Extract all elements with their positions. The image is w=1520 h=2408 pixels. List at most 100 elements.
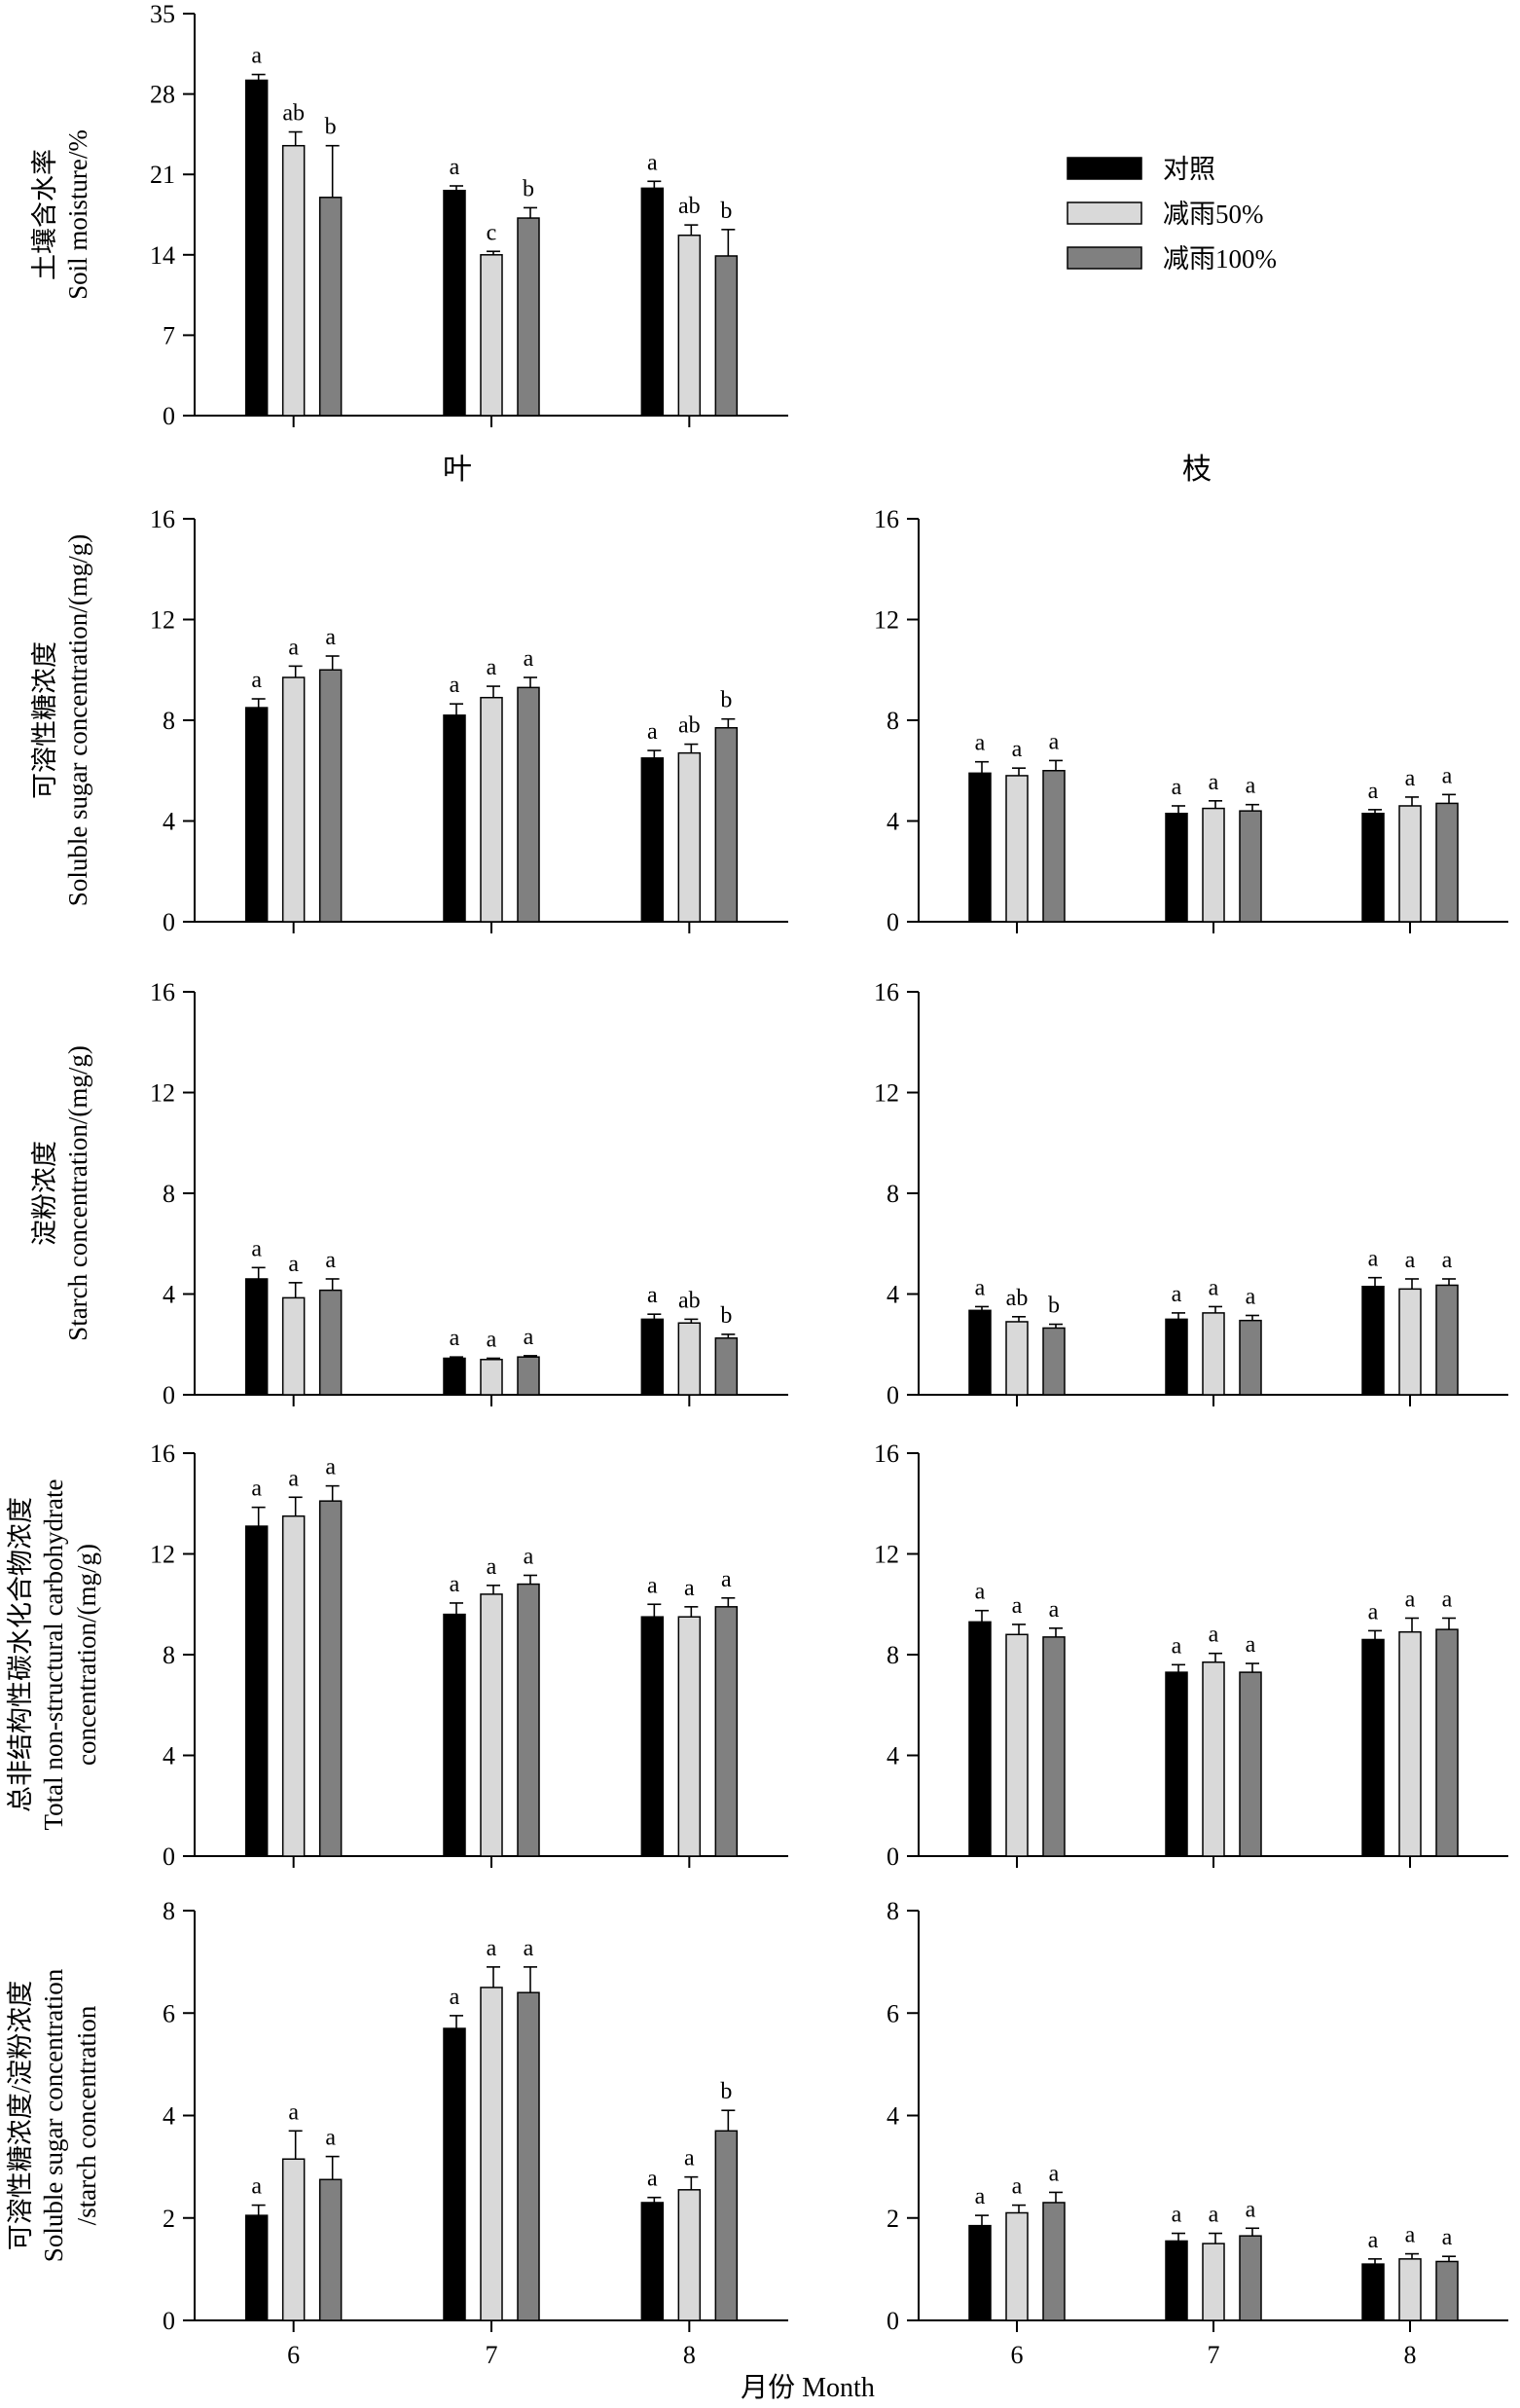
- y-tick-label: 4: [887, 808, 899, 836]
- significance-label: a: [450, 1326, 460, 1351]
- bar: [244, 1278, 269, 1396]
- x-tick-label: 8: [683, 2341, 696, 2369]
- y-tick-label: 4: [163, 1281, 175, 1309]
- bar: [640, 2202, 665, 2321]
- significance-label: a: [647, 1573, 658, 1598]
- bar: [1005, 1321, 1029, 1396]
- bar: [677, 234, 702, 417]
- significance-label: a: [1246, 774, 1256, 799]
- significance-label: a: [487, 1327, 497, 1352]
- bar: [1202, 1312, 1225, 1396]
- chart-panel-branch-ratio: 0 2 4 6 8 6 a a a 7 a a a 8 a a a: [887, 1897, 1508, 2369]
- significance-label: a: [524, 1544, 534, 1569]
- significance-label: a: [288, 1466, 299, 1491]
- y-tick-label: 0: [887, 2307, 899, 2335]
- bar: [1005, 1633, 1029, 1857]
- y-tick-label: 12: [874, 1079, 899, 1108]
- y-tick-label: 2: [887, 2205, 899, 2233]
- leaf-column-header: 叶: [443, 454, 472, 486]
- y-axis-label: 土壤含水率: [30, 149, 59, 280]
- significance-label: a: [1012, 1593, 1023, 1619]
- bar: [443, 1357, 466, 1396]
- bar: [480, 1987, 503, 2321]
- y-tick-label: 8: [887, 1641, 899, 1669]
- legend-label-rain-reduction-100: 减雨100%: [1163, 244, 1277, 274]
- significance-label: a: [450, 155, 460, 180]
- significance-label: a: [1405, 2223, 1416, 2248]
- bar: [1435, 802, 1459, 923]
- chart-panel-branch-sugar: 0 4 8 12 16 a a a a a a a a a: [874, 505, 1508, 936]
- significance-label: a: [251, 1236, 262, 1261]
- bar: [1239, 2235, 1262, 2321]
- significance-label: a: [975, 2184, 986, 2209]
- significance-label: a: [1442, 2225, 1453, 2250]
- legend-swatch-rain-reduction-100: [1067, 246, 1142, 270]
- significance-label: ab: [678, 713, 701, 739]
- significance-label: a: [1049, 729, 1060, 754]
- significance-label: a: [524, 1936, 534, 1961]
- y-axis-label: Soluble sugar concentration/(mg/g): [63, 534, 92, 906]
- significance-label: a: [1209, 1275, 1219, 1300]
- bar: [1361, 812, 1385, 923]
- bar: [318, 1289, 343, 1396]
- significance-label: b: [720, 1303, 732, 1329]
- significance-label: a: [1368, 1247, 1379, 1272]
- bar: [318, 197, 343, 417]
- y-tick-label: 2: [163, 2205, 175, 2233]
- significance-label: ab: [678, 1288, 701, 1313]
- bar: [1398, 1630, 1422, 1857]
- bar: [1005, 2211, 1029, 2321]
- y-tick-label: 4: [163, 2102, 175, 2131]
- y-tick-label: 21: [150, 161, 175, 189]
- y-axis-label: 可溶性糖浓度: [30, 641, 59, 799]
- bar: [677, 1616, 702, 1857]
- bar: [517, 686, 540, 923]
- y-tick-label: 12: [874, 1541, 899, 1569]
- bar: [281, 1514, 306, 1857]
- bar: [244, 707, 269, 923]
- significance-label: a: [1442, 1587, 1453, 1612]
- bar: [480, 1593, 503, 1857]
- significance-label: a: [1246, 2197, 1256, 2222]
- y-tick-label: 0: [163, 402, 175, 430]
- bar: [714, 727, 739, 923]
- bar: [1042, 2202, 1066, 2321]
- y-tick-label: 8: [887, 1180, 899, 1208]
- bar: [244, 2214, 269, 2321]
- bar: [640, 187, 665, 417]
- significance-label: b: [720, 2079, 732, 2104]
- significance-label: ab: [282, 101, 305, 127]
- significance-label: a: [1442, 763, 1453, 788]
- significance-label: b: [523, 176, 534, 201]
- bar: [1361, 1638, 1385, 1857]
- branch-column-header: 枝: [1182, 454, 1212, 486]
- y-tick-label: 0: [163, 2307, 175, 2335]
- bar: [1202, 2243, 1225, 2321]
- significance-label: a: [1012, 2174, 1023, 2200]
- bar: [318, 669, 343, 923]
- bar: [677, 2189, 702, 2321]
- bar: [1435, 1284, 1459, 1396]
- bar: [968, 1309, 992, 1396]
- significance-label: a: [325, 1455, 336, 1480]
- bar: [1239, 1671, 1262, 1857]
- significance-label: a: [251, 2174, 262, 2200]
- y-tick-label: 0: [887, 908, 899, 936]
- y-tick-label: 16: [150, 978, 175, 1006]
- legend-label-control: 对照: [1163, 155, 1215, 184]
- significance-label: a: [975, 1580, 986, 1605]
- y-tick-label: 8: [163, 1641, 175, 1669]
- bar: [318, 1500, 343, 1857]
- y-axis-label: Soil moisture/%: [63, 129, 92, 300]
- y-tick-label: 16: [874, 978, 899, 1006]
- bar: [281, 144, 306, 417]
- chart-panel-leaf-nsc: 0 4 8 12 16 a a a a a a a a a 总非结构性碳水化合物浓度 Total non-st…: [6, 1440, 788, 1871]
- significance-label: a: [1172, 775, 1182, 800]
- y-tick-label: 8: [163, 707, 175, 735]
- significance-label: a: [1368, 2228, 1379, 2253]
- significance-label: a: [1209, 1623, 1219, 1648]
- bar: [480, 1359, 503, 1396]
- y-tick-label: 35: [150, 0, 175, 28]
